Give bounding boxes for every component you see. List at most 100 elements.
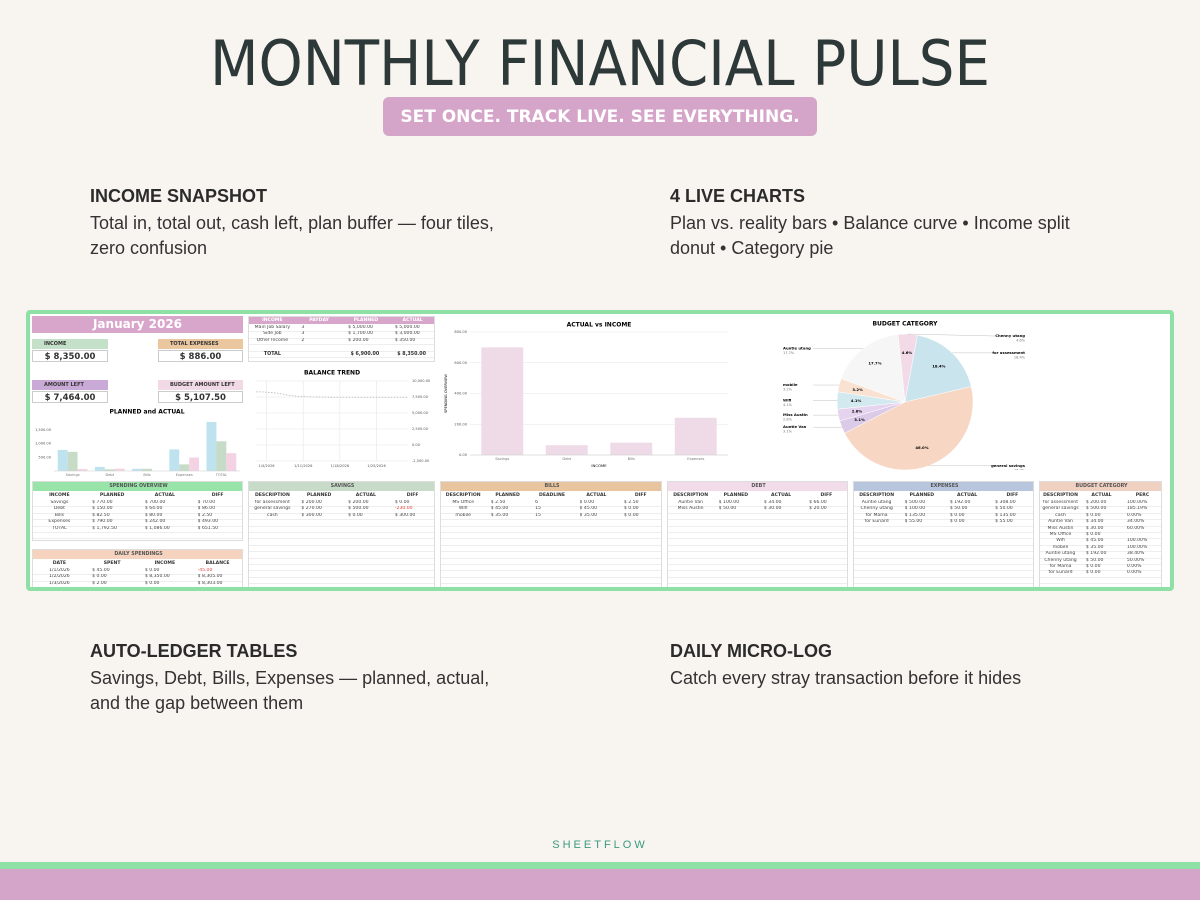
row-line <box>854 583 1033 585</box>
table-cell: $ 80.00 <box>144 512 163 518</box>
table-cell: $ 308.00 <box>995 500 1016 505</box>
row-line <box>249 576 434 578</box>
column-header: PLANNED <box>495 493 520 498</box>
table-cell: $ 0.00 <box>623 512 639 518</box>
table-cell: $ 790.00 <box>92 519 113 525</box>
table-cell: $ 200.00 <box>348 500 369 505</box>
pie-chart: BUDGET CATEGORY 4.6% 18.4% 46.0% 3.1% 2.8% 4.1… <box>783 321 1026 470</box>
percent-label: 2.8% <box>783 418 793 422</box>
row-line <box>668 551 847 553</box>
category-label: Chenny utang <box>995 333 1025 338</box>
column-header: ACTUAL <box>355 493 376 498</box>
row-line <box>854 576 1033 578</box>
table-cell: Debt <box>53 506 65 512</box>
table-cell: $ 82.50 <box>92 512 110 518</box>
table-cell: 0.00% <box>1126 570 1142 576</box>
table-cell: Miss Austin <box>1047 525 1074 531</box>
row-line <box>249 570 434 572</box>
row-line <box>249 564 434 565</box>
tile-value: $ 886.00 <box>158 350 243 362</box>
balance-line <box>255 391 408 398</box>
pie-slice <box>844 386 974 470</box>
table-cell: MS Office <box>452 500 475 505</box>
x-tick-label: 1/4/2026 <box>258 464 275 468</box>
table-cell: $ 0.00 <box>92 574 107 580</box>
dashboard-frame: January 2026 INCOME $ 8,350.00 TOTAL EXPENS… <box>26 310 1174 591</box>
column-header: DIFF <box>820 493 833 498</box>
table-cell: $ 200.00 <box>301 500 322 505</box>
table-cell: 60.00% <box>1126 525 1145 531</box>
column-header: DIFF <box>211 493 224 498</box>
table-cell: $ 35.00 <box>490 512 509 518</box>
table: INCOME PAYDAY PLANNED ACTUAL Main Job Salary… <box>248 316 435 362</box>
bar <box>216 441 227 471</box>
tile-value: $ 5,107.50 <box>158 391 243 403</box>
table-cell: 0.00% <box>1126 512 1142 518</box>
table-cell: Chenny utang <box>860 506 893 512</box>
row-line <box>249 512 434 514</box>
table-cell: $ 150.00 <box>92 506 113 512</box>
slice-label: 17.7% <box>868 360 881 365</box>
table-cell: $ 35.00 <box>1085 544 1104 550</box>
percent-label: 3.1% <box>783 430 793 434</box>
table-title: DEBT <box>668 482 847 491</box>
chart-title: BUDGET CATEGORY <box>872 321 938 328</box>
table-cell: $ 100.00 <box>718 500 740 505</box>
table-cell: $ 2.50 <box>490 500 506 505</box>
table-cell: $ 55.00 <box>904 519 923 525</box>
table-cell: TOTAL <box>52 525 67 531</box>
row-line <box>854 525 1033 527</box>
y-tick-label: 0.00 <box>459 453 468 457</box>
table-cell: $ 1,700.00 <box>348 331 373 337</box>
table-cell: for Eunard <box>864 519 889 525</box>
x-tick-label: Bills <box>143 473 150 477</box>
column-header: ACTUAL <box>586 493 607 498</box>
table-cell: $ 770.00 <box>92 500 113 505</box>
x-tick-label: 1/25/2026 <box>367 464 386 468</box>
table-cell: $ 45.00 <box>1085 538 1104 544</box>
table-cell: Side Job <box>263 331 282 337</box>
x-tick-label: Debt <box>562 457 571 461</box>
feature-text: Total in, total out, cash left, plan buf… <box>90 213 494 258</box>
table-cell: $ 2.50 <box>623 500 639 505</box>
table-cell: $ 0.00 <box>1085 570 1101 576</box>
table-cell: $ 50.00 <box>949 506 968 512</box>
row-line <box>249 532 434 533</box>
row-line <box>1040 519 1161 521</box>
table-cell: $ 192.00 <box>949 500 971 505</box>
table-cell: Auntie Van <box>1048 519 1073 525</box>
bar <box>169 449 180 471</box>
slice-label: 2.8% <box>852 408 863 413</box>
row-line <box>249 357 434 358</box>
table-cell: $ 700.00 <box>144 500 166 505</box>
month-banner: January 2026 <box>32 316 243 333</box>
line-chart: BALANCE TREND -2,500.00 0.00 2,500.00 5,000.… <box>255 370 431 468</box>
row-line <box>854 532 1033 533</box>
table-cell: $ 70.00 <box>197 500 216 505</box>
table-cell: $ 0.00 <box>579 500 595 505</box>
table-cell: for Mama <box>1049 564 1072 569</box>
y-tick-label: 1,500.00 <box>35 428 52 432</box>
row-line <box>249 506 434 508</box>
table-cell: $ 8,303.00 <box>197 580 223 586</box>
table-cell: 50.00% <box>1126 557 1145 563</box>
brand: SHEETFLOW <box>552 839 648 851</box>
row-line <box>441 557 661 559</box>
table-cell: $ 242.00 <box>144 519 166 525</box>
category-label: general savings <box>991 463 1026 468</box>
bar <box>104 469 115 471</box>
table-cell: for assessment <box>1042 500 1078 505</box>
y-tick-label: 10,000.00 <box>412 379 431 383</box>
tile-value: $ 7,464.00 <box>32 391 108 403</box>
column-header: DATE <box>52 561 67 566</box>
row-line <box>668 544 847 546</box>
row-line <box>249 525 434 527</box>
row-line <box>1040 544 1161 546</box>
row-line <box>668 538 847 540</box>
row-line <box>1040 576 1161 578</box>
percent-label: 18.4% <box>1014 355 1026 359</box>
bar <box>481 347 524 455</box>
row-line <box>1040 512 1161 514</box>
table-cell: 2 <box>301 337 305 343</box>
row-line <box>249 350 434 352</box>
